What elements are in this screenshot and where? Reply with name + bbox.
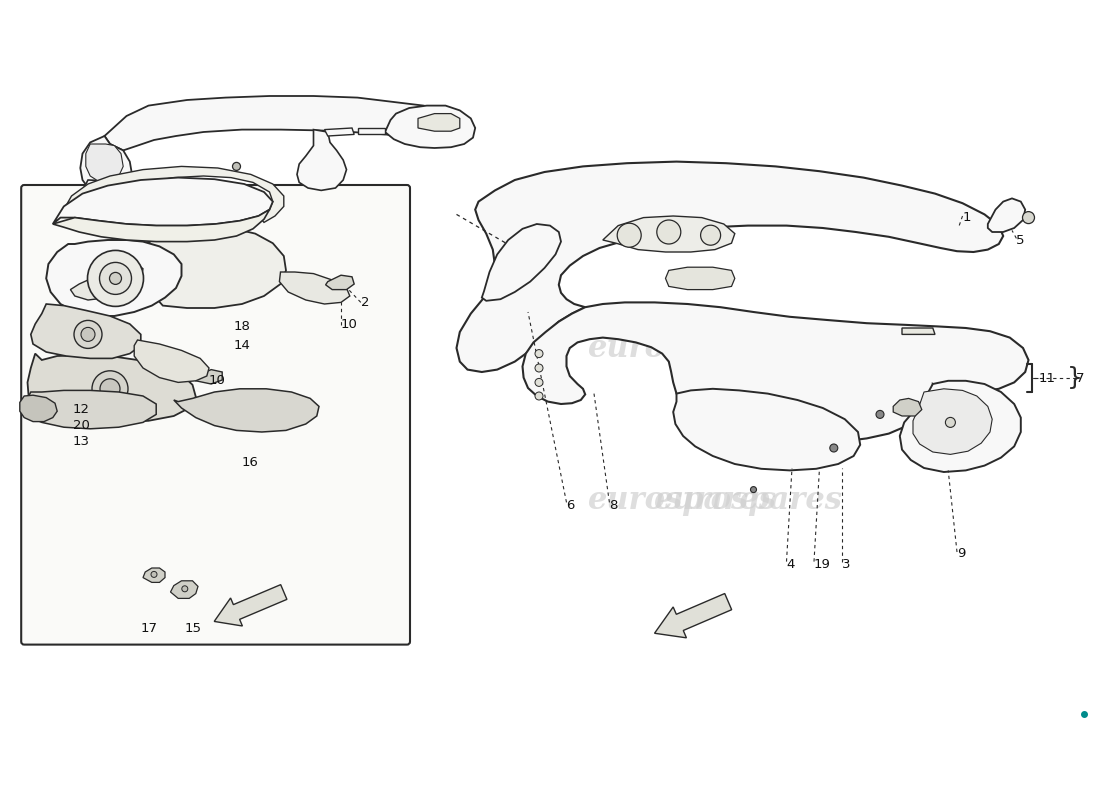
Text: 15: 15: [185, 622, 201, 634]
Text: 19: 19: [814, 558, 830, 570]
Polygon shape: [902, 328, 935, 334]
Circle shape: [535, 378, 543, 386]
Circle shape: [829, 444, 838, 452]
Polygon shape: [196, 370, 222, 384]
Polygon shape: [80, 136, 132, 194]
Polygon shape: [913, 389, 992, 454]
Circle shape: [232, 162, 241, 170]
Polygon shape: [279, 272, 350, 304]
Polygon shape: [603, 216, 735, 252]
Polygon shape: [174, 389, 319, 432]
Polygon shape: [324, 128, 354, 136]
Polygon shape: [482, 224, 561, 301]
Text: 8: 8: [609, 499, 618, 512]
Polygon shape: [673, 389, 860, 470]
Circle shape: [701, 226, 721, 245]
Polygon shape: [900, 381, 1021, 472]
Polygon shape: [297, 130, 346, 190]
Text: 20: 20: [73, 419, 89, 432]
Polygon shape: [70, 264, 143, 300]
Polygon shape: [86, 144, 123, 182]
Polygon shape: [134, 340, 209, 382]
Text: 16: 16: [242, 456, 258, 469]
Text: eurospares: eurospares: [587, 485, 777, 515]
Circle shape: [92, 371, 128, 406]
Circle shape: [657, 220, 681, 244]
Text: 10: 10: [341, 318, 358, 331]
Polygon shape: [136, 227, 286, 308]
Circle shape: [617, 223, 641, 247]
Circle shape: [182, 586, 188, 592]
Polygon shape: [326, 275, 354, 290]
Text: 10: 10: [209, 374, 226, 387]
FancyArrow shape: [214, 585, 287, 626]
Text: }: }: [1067, 366, 1084, 390]
Text: 12: 12: [73, 403, 89, 416]
Text: 2: 2: [361, 296, 370, 309]
Polygon shape: [385, 106, 475, 148]
Text: 5: 5: [1016, 234, 1025, 246]
Text: 3: 3: [842, 558, 850, 570]
Circle shape: [99, 262, 132, 294]
FancyArrow shape: [654, 594, 732, 638]
Circle shape: [535, 392, 543, 400]
Polygon shape: [170, 581, 198, 598]
Polygon shape: [666, 267, 735, 290]
Polygon shape: [80, 180, 126, 219]
Polygon shape: [143, 568, 165, 582]
Circle shape: [74, 321, 102, 349]
FancyBboxPatch shape: [21, 185, 410, 645]
Text: 11: 11: [1038, 372, 1055, 385]
Circle shape: [95, 195, 106, 205]
Polygon shape: [20, 395, 57, 422]
Polygon shape: [28, 354, 196, 422]
Text: 14: 14: [233, 339, 250, 352]
Text: 9: 9: [957, 547, 966, 560]
Text: eurospares: eurospares: [653, 485, 843, 515]
Circle shape: [876, 410, 884, 418]
Text: 18: 18: [233, 320, 250, 333]
Polygon shape: [53, 210, 270, 242]
Text: 4: 4: [786, 558, 795, 570]
Circle shape: [750, 486, 757, 493]
Circle shape: [81, 327, 95, 342]
Polygon shape: [46, 240, 182, 316]
Polygon shape: [104, 96, 467, 150]
Polygon shape: [31, 304, 141, 358]
Polygon shape: [522, 302, 1028, 442]
Circle shape: [88, 250, 143, 306]
Polygon shape: [24, 390, 156, 429]
Polygon shape: [418, 114, 460, 131]
Text: eurospares: eurospares: [180, 333, 370, 363]
Polygon shape: [358, 128, 385, 134]
Circle shape: [1023, 212, 1034, 223]
Polygon shape: [893, 398, 922, 416]
Circle shape: [100, 379, 120, 399]
Circle shape: [535, 364, 543, 372]
Polygon shape: [456, 162, 1003, 372]
Text: 6: 6: [566, 499, 575, 512]
Polygon shape: [64, 166, 284, 222]
Polygon shape: [53, 178, 273, 226]
Circle shape: [110, 272, 121, 284]
Text: 1: 1: [962, 211, 971, 224]
Circle shape: [110, 197, 117, 203]
Text: 13: 13: [73, 435, 89, 448]
Circle shape: [151, 571, 157, 578]
Text: 7: 7: [1076, 372, 1085, 385]
Polygon shape: [988, 198, 1025, 232]
Text: 17: 17: [141, 622, 157, 634]
Circle shape: [535, 350, 543, 358]
Text: eurospares: eurospares: [587, 333, 777, 363]
Circle shape: [945, 418, 956, 427]
